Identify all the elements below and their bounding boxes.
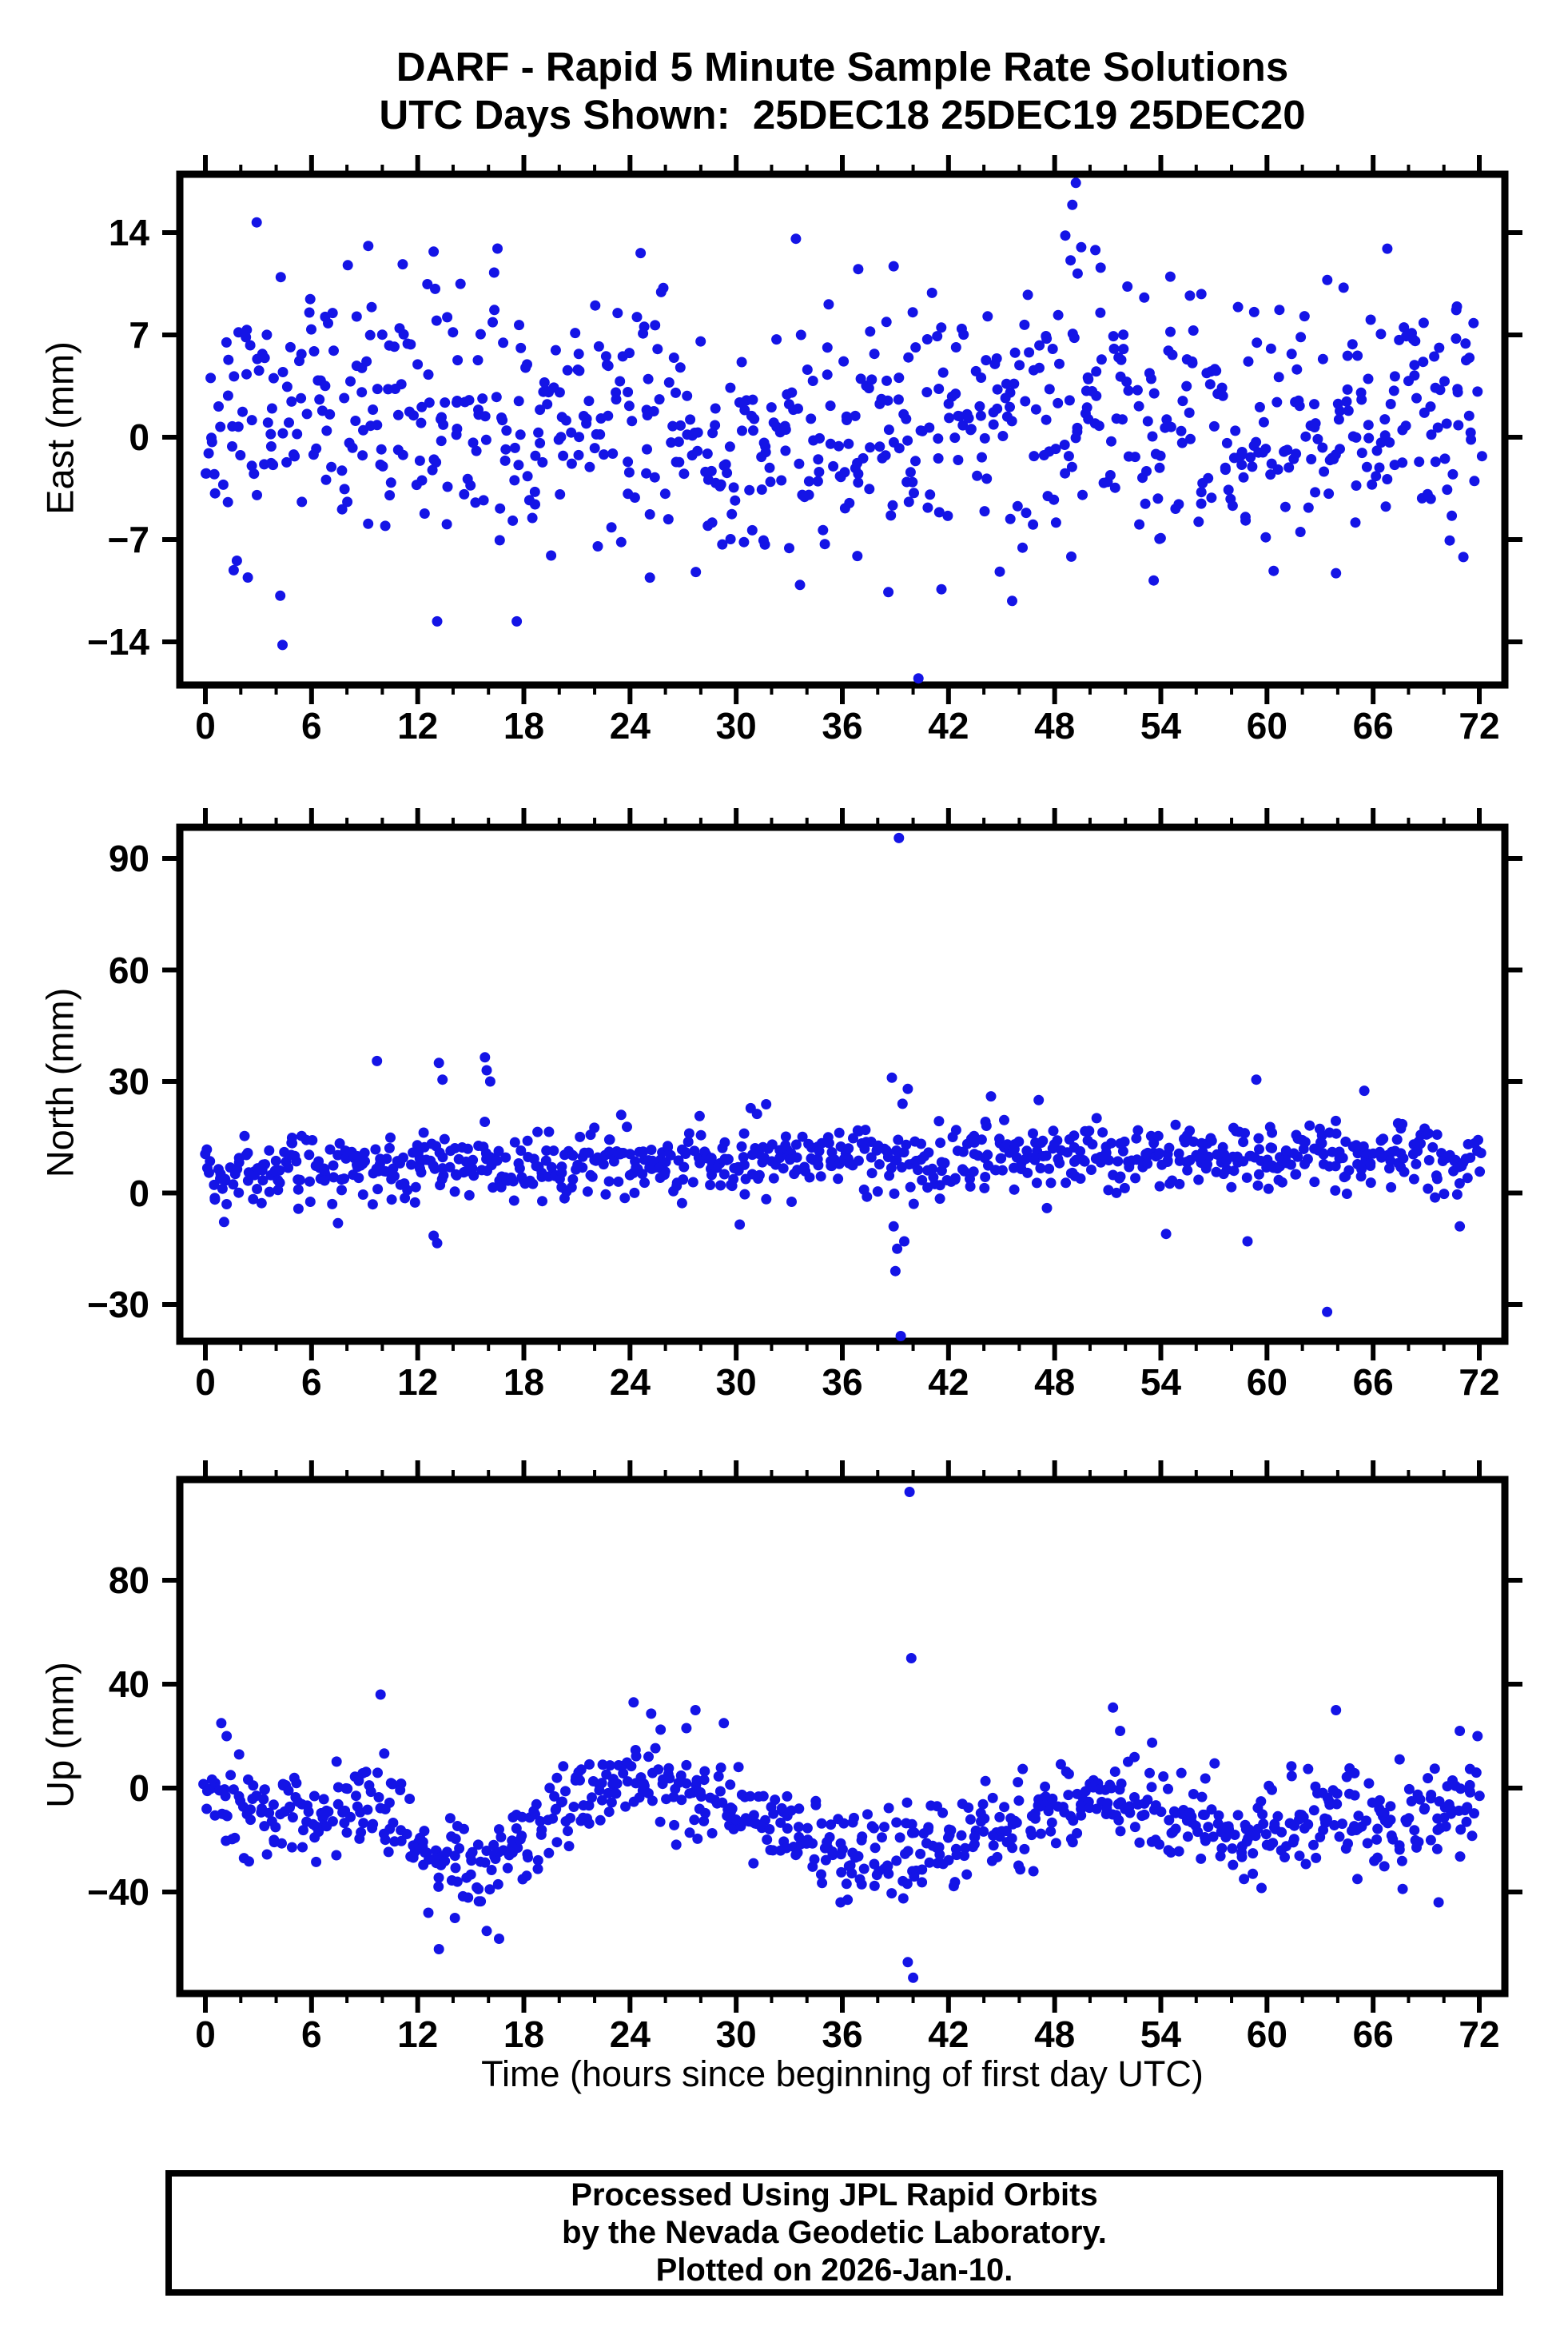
- x-axis-title: Time (hours since beginning of first day…: [481, 2053, 1204, 2094]
- y-tick-label: −40: [86, 1871, 149, 1913]
- y-tick-label: 14: [108, 211, 149, 253]
- x-tick-label: 12: [397, 705, 439, 747]
- x-tick-label: 6: [301, 2013, 322, 2055]
- x-tick-label: 42: [928, 2013, 969, 2055]
- axis-ticks: [162, 808, 1522, 1360]
- y-tick-label: −14: [86, 621, 149, 663]
- x-tick-label: 72: [1459, 2013, 1500, 2055]
- up-axis-title: Up (mm): [38, 1662, 82, 1808]
- y-tick-label: 30: [108, 1061, 149, 1102]
- x-tick-label: 18: [503, 2013, 545, 2055]
- x-tick-label: 18: [503, 705, 545, 747]
- plot-title: DARF - Rapid 5 Minute Sample Rate Soluti…: [396, 44, 1289, 90]
- x-tick-label: 60: [1246, 705, 1287, 747]
- x-tick-label: 36: [822, 705, 863, 747]
- scatter-points: [200, 832, 1486, 1341]
- x-tick-label: 48: [1034, 705, 1076, 747]
- y-tick-label: 90: [108, 838, 149, 879]
- footer-box: Processed Using JPL Rapid Orbits by the …: [165, 2170, 1503, 2296]
- scatter-points: [201, 177, 1487, 684]
- x-tick-label: 48: [1034, 2013, 1076, 2055]
- north-panel: [162, 808, 1522, 1360]
- x-tick-label: 0: [195, 705, 216, 747]
- scatter-points: [198, 1487, 1485, 1983]
- x-tick-label: 54: [1140, 705, 1182, 747]
- x-tick-label: 66: [1352, 2013, 1394, 2055]
- y-tick-label: 40: [108, 1663, 149, 1705]
- east-panel: [162, 155, 1522, 704]
- plot-frame: [176, 170, 1509, 689]
- y-tick-label: −7: [107, 519, 149, 560]
- x-tick-label: 12: [397, 2013, 439, 2055]
- x-tick-label: 24: [609, 1361, 651, 1403]
- y-tick-label: 0: [129, 1767, 149, 1809]
- x-tick-label: 6: [301, 1361, 322, 1403]
- axis-ticks: [162, 1460, 1522, 2013]
- x-tick-label: 60: [1246, 2013, 1287, 2055]
- y-tick-label: −30: [86, 1284, 149, 1325]
- x-tick-label: 54: [1140, 1361, 1182, 1403]
- x-tick-label: 66: [1352, 705, 1394, 747]
- x-tick-label: 30: [715, 1361, 757, 1403]
- x-tick-label: 42: [928, 1361, 969, 1403]
- x-tick-label: 0: [195, 1361, 216, 1403]
- y-tick-label: 7: [129, 313, 149, 356]
- y-tick-label: 0: [129, 416, 149, 458]
- footer-line-1: Processed Using JPL Rapid Orbits: [571, 2177, 1098, 2213]
- x-tick-label: 0: [195, 2013, 216, 2055]
- x-tick-label: 36: [822, 1361, 863, 1403]
- x-tick-label: 72: [1459, 705, 1500, 747]
- x-tick-label: 42: [928, 705, 969, 747]
- x-tick-label: 6: [301, 705, 322, 747]
- plot-frame: [176, 823, 1509, 1345]
- x-tick-label: 66: [1352, 1361, 1394, 1403]
- footer-line-3: Plotted on 2026-Jan-10.: [655, 2252, 1013, 2288]
- x-tick-label: 30: [715, 2013, 757, 2055]
- x-tick-label: 60: [1246, 1361, 1287, 1403]
- x-tick-label: 54: [1140, 2013, 1182, 2055]
- y-tick-label: 80: [108, 1559, 149, 1601]
- x-tick-label: 36: [822, 2013, 863, 2055]
- x-tick-label: 72: [1459, 1361, 1500, 1403]
- footer-line-2: by the Nevada Geodetic Laboratory.: [562, 2214, 1107, 2250]
- x-tick-label: 24: [609, 705, 651, 747]
- plot-subtitle: UTC Days Shown: 25DEC18 25DEC19 25DEC20: [379, 92, 1306, 137]
- x-tick-label: 48: [1034, 1361, 1076, 1403]
- x-tick-label: 18: [503, 1361, 545, 1403]
- up-panel: [162, 1460, 1522, 2013]
- x-tick-label: 12: [397, 1361, 439, 1403]
- y-tick-label: 0: [129, 1172, 149, 1214]
- x-tick-label: 24: [609, 2013, 651, 2055]
- y-tick-label: 60: [108, 949, 149, 991]
- plot-frame: [176, 1476, 1509, 1997]
- x-tick-label: 30: [715, 705, 757, 747]
